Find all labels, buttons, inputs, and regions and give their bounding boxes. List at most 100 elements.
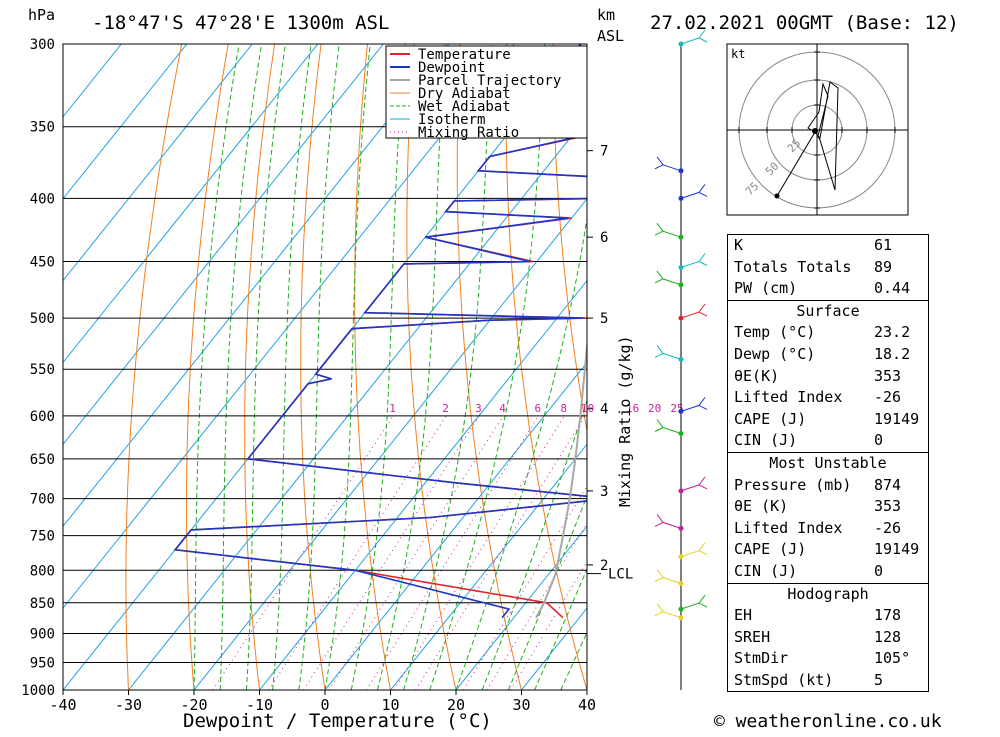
surface-temp-label: Temp (°C) — [734, 323, 815, 341]
wind-barb — [681, 543, 705, 557]
wind-barb-flag — [655, 522, 663, 526]
surface-cin-row: CIN (J) 0 — [728, 430, 928, 452]
km-tick-label: 4 — [600, 402, 608, 418]
surface-cape-row: CAPE (J)19149 — [728, 409, 928, 431]
surface-li-label: Lifted Index — [734, 388, 842, 406]
surface-cin-label: CIN (J) — [734, 431, 797, 449]
mu-cin-row: CIN (J)0 — [728, 561, 928, 583]
wind-barb-flag — [699, 551, 707, 555]
wind-barb-flag — [699, 405, 707, 409]
mu-pressure-value: 874 — [874, 475, 901, 497]
dry-adiabat-line — [355, 44, 391, 690]
mixing-ratio-axis-label: Mixing Ratio (g/kg) — [616, 335, 634, 507]
pw-value: 0.44 — [874, 278, 910, 300]
temperature-tick-label: -30 — [115, 696, 142, 714]
mu-theta-label: θE (K) — [734, 497, 788, 515]
eh-value: 178 — [874, 605, 901, 627]
pw-row: PW (cm)0.44 — [728, 278, 928, 300]
pressure-tick-label: 350 — [30, 120, 55, 136]
mu-theta-value: 353 — [874, 496, 901, 518]
wind-barb-flag — [655, 578, 663, 582]
surface-theta-row: θE(K)353 — [728, 366, 928, 388]
hodograph-panel: kt 25 50 75 — [727, 44, 908, 215]
surface-dewp-row: Dewp (°C) 18.2 — [728, 344, 928, 366]
mu-li-value: -26 — [874, 518, 901, 540]
mu-cape-label: CAPE (J) — [734, 540, 806, 558]
pressure-tick-label: 500 — [30, 311, 55, 327]
wet-adiabat-line — [194, 44, 239, 690]
wind-barb — [681, 477, 705, 491]
wind-barb-flag — [655, 612, 663, 616]
mixing-ratio-line — [394, 416, 565, 690]
wind-barb — [657, 223, 681, 237]
surface-li-value: -26 — [874, 387, 901, 409]
wind-barb-flag — [655, 231, 663, 235]
pressure-tick-label: 300 — [30, 37, 55, 53]
pressure-tick-label: 950 — [30, 656, 55, 672]
wind-barb-flag — [699, 262, 707, 266]
pressure-tick-label: 650 — [30, 452, 55, 468]
temperature-tick-label: 30 — [512, 696, 530, 714]
dry-adiabat-line — [245, 44, 275, 690]
wind-barb — [681, 595, 705, 609]
k-row: K 61 — [728, 235, 928, 257]
km-tick-label: 6 — [600, 230, 608, 246]
mixing-ratio-label: 4 — [499, 402, 506, 415]
pressure-tick-label: 600 — [30, 409, 55, 425]
pressure-tick-label: 400 — [30, 191, 55, 207]
wind-barb-flag — [655, 428, 663, 432]
mixing-ratio-label: 20 — [648, 402, 661, 415]
mu-pressure-row: Pressure (mb) 874 — [728, 475, 928, 497]
k-label: K — [734, 236, 743, 254]
wind-barb-flag — [655, 165, 663, 169]
mu-li-row: Lifted Index-26 — [728, 518, 928, 540]
mu-cin-label: CIN (J) — [734, 562, 797, 580]
mu-theta-row: θE (K) 353 — [728, 496, 928, 518]
pressure-tick-labels: 3003504004505005506006507007508008509009… — [21, 37, 55, 699]
surface-cin-value: 0 — [874, 430, 883, 452]
pressure-tick-label: 450 — [30, 255, 55, 271]
hodograph-title: Hodograph — [728, 583, 928, 606]
surface-theta-value: 353 — [874, 366, 901, 388]
surface-dewp-value: 18.2 — [874, 344, 910, 366]
hodograph-unit: kt — [731, 47, 745, 61]
wind-profile — [655, 30, 707, 690]
mu-pressure-label: Pressure (mb) — [734, 476, 851, 494]
wind-barb — [657, 420, 681, 434]
stmdir-label: StmDir — [734, 649, 788, 667]
surface-temp-value: 23.2 — [874, 322, 910, 344]
location-title: -18°47'S 47°28'E 1300m ASL — [92, 12, 389, 34]
surface-cape-value: 19149 — [874, 409, 919, 431]
asl-label: ASL — [597, 27, 624, 45]
surface-title: Surface — [728, 300, 928, 323]
dry-adiabat-line — [925, 44, 1000, 690]
wind-barb-flag — [699, 603, 707, 607]
dry-adiabat-line — [971, 44, 1000, 690]
stmspd-row: StmSpd (kt)5 — [728, 670, 928, 692]
most-unstable-title: Most Unstable — [728, 452, 928, 475]
wind-barb-flag — [699, 192, 707, 196]
datetime-title: 27.02.2021 00GMT (Base: 12) — [650, 12, 959, 34]
isotherm-line — [129, 44, 646, 690]
mixing-ratio-label: 3 — [475, 402, 482, 415]
eh-label: EH — [734, 606, 752, 624]
hodograph-storm-dot — [812, 128, 818, 134]
surface-dewp-label: Dewp (°C) — [734, 345, 815, 363]
km-label: km — [597, 6, 615, 24]
wet-adiabat-line — [299, 44, 339, 690]
wind-barb — [657, 345, 681, 359]
lcl-label: LCL — [608, 567, 633, 583]
wind-barb-flag — [699, 312, 707, 316]
mixing-ratio-label: 8 — [560, 402, 567, 415]
legend: Temperature Dewpoint Parcel Trajectory D… — [386, 46, 587, 141]
mixing-ratio-label: 10 — [581, 402, 594, 415]
mixing-ratio-label: 1 — [389, 402, 396, 415]
sreh-value: 128 — [874, 627, 901, 649]
pressure-tick-label: 800 — [30, 563, 55, 579]
k-value: 61 — [874, 235, 892, 257]
wind-barb-flag — [699, 38, 707, 42]
wind-barb — [681, 184, 705, 198]
